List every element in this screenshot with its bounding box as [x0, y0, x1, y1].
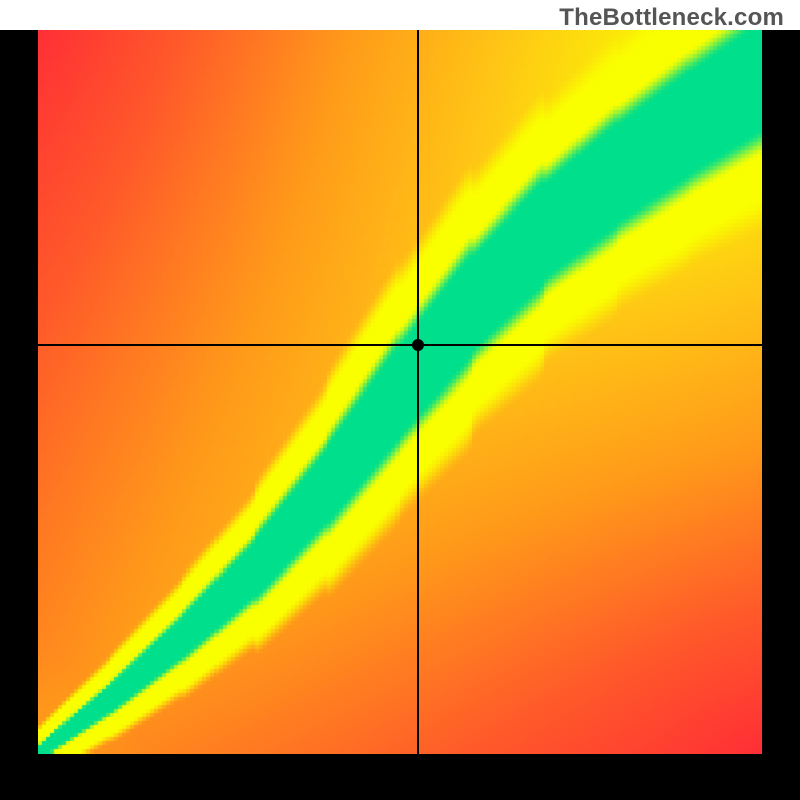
crosshair-vertical [417, 30, 419, 754]
root-container: { "watermark": { "text": "TheBottleneck.… [0, 0, 800, 800]
watermark-text: TheBottleneck.com [559, 4, 784, 32]
crosshair-horizontal [38, 344, 762, 346]
crosshair-center-point [412, 339, 424, 351]
gradient-heatmap [38, 30, 762, 754]
